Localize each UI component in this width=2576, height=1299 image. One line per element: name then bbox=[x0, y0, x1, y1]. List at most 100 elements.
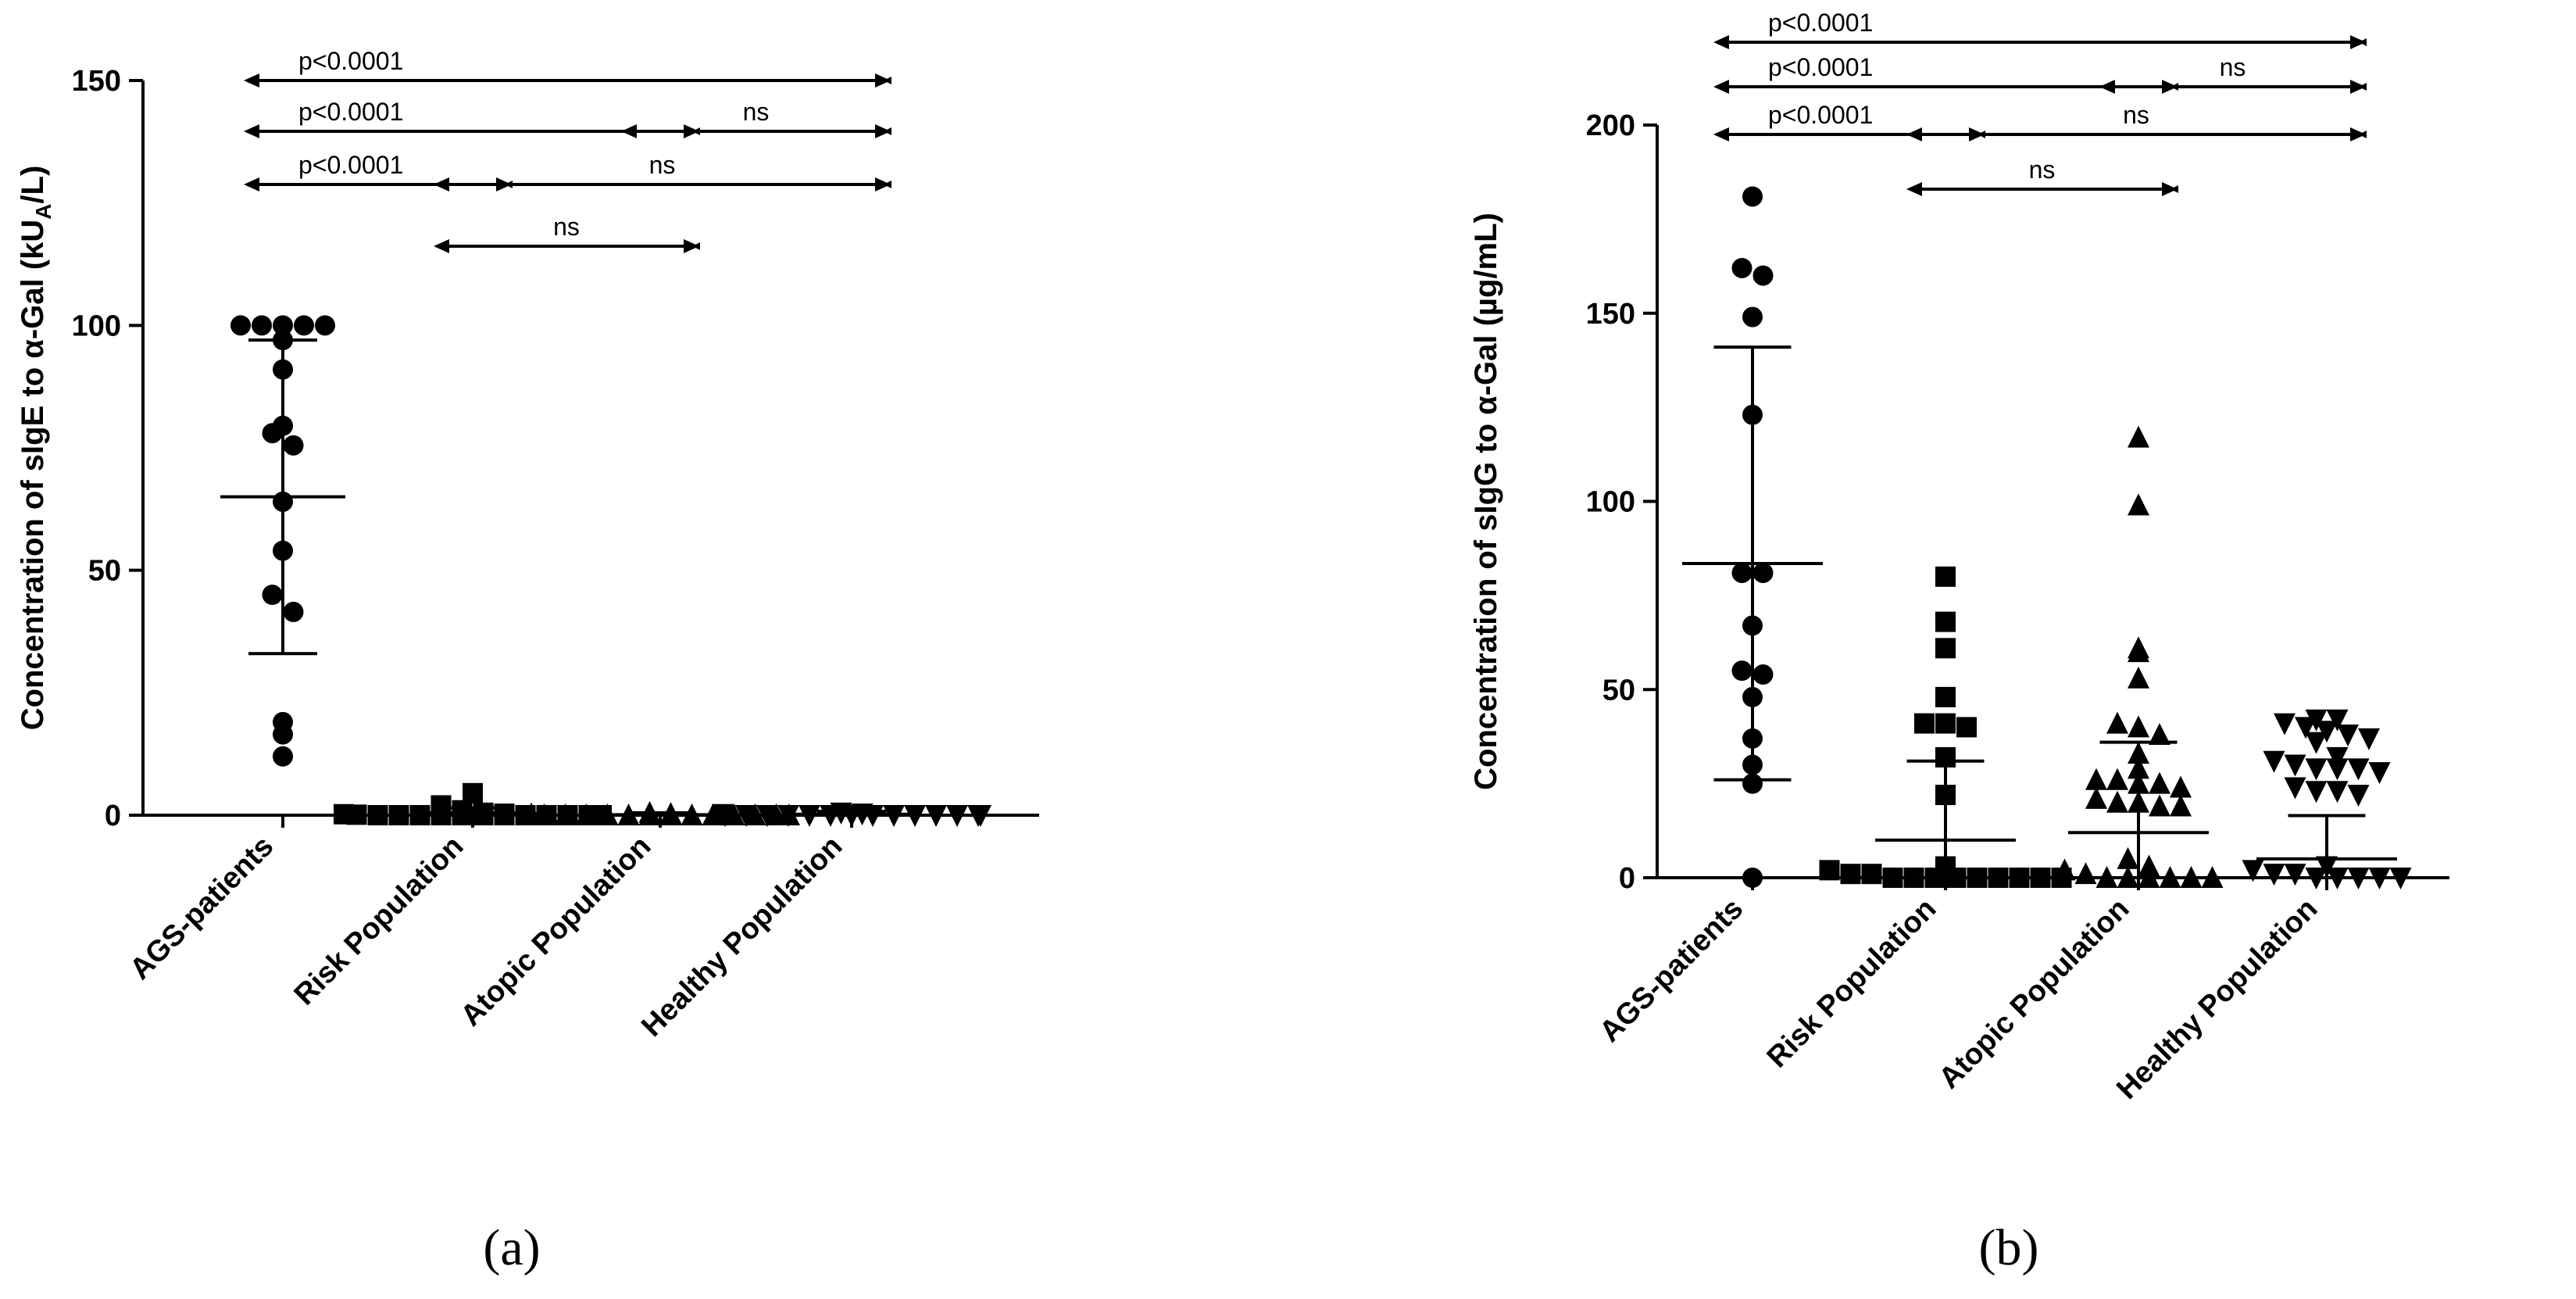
arrow-head-left bbox=[621, 124, 637, 138]
data-point bbox=[283, 601, 304, 622]
data-point bbox=[315, 315, 335, 336]
data-point bbox=[1731, 257, 1752, 278]
data-point bbox=[1935, 638, 1956, 659]
arrow-head-left bbox=[244, 177, 259, 191]
data-point bbox=[2326, 781, 2349, 803]
data-point bbox=[946, 805, 968, 827]
y-tick-label: 0 bbox=[1619, 862, 1635, 895]
data-point bbox=[2242, 860, 2264, 882]
category-label: AGS-patients bbox=[1593, 893, 1749, 1049]
y-tick-label: 100 bbox=[1586, 486, 1635, 519]
category-label: Healthy Population bbox=[2110, 893, 2324, 1106]
data-point bbox=[883, 805, 905, 827]
significance-label: ns bbox=[553, 213, 580, 241]
data-point bbox=[262, 585, 283, 605]
data-point bbox=[1742, 868, 1763, 888]
data-point bbox=[230, 315, 251, 336]
data-point bbox=[273, 724, 293, 745]
data-point bbox=[2305, 781, 2328, 803]
category-label: Healthy Population bbox=[635, 830, 849, 1043]
y-axis-title: Concentration of sIgG to α-Gal (µg/mL) bbox=[1469, 213, 1503, 790]
significance-label: ns bbox=[2220, 53, 2246, 81]
y-tick-label: 50 bbox=[88, 555, 121, 588]
data-point bbox=[1914, 713, 1935, 734]
significance-label: p<0.0001 bbox=[298, 47, 403, 75]
arrow-head-right bbox=[2350, 35, 2366, 49]
arrow-head-left bbox=[1713, 80, 1729, 94]
data-point bbox=[2085, 786, 2107, 809]
data-point bbox=[2326, 709, 2349, 732]
y-tick-label: 200 bbox=[1586, 109, 1635, 142]
y-tick-label: 150 bbox=[1586, 298, 1635, 331]
y-axis-title: Concentration of sIgE to α-Gal (kUA/L) bbox=[16, 166, 55, 731]
panel-label: (b) bbox=[1979, 1219, 2039, 1276]
data-point bbox=[1882, 868, 1903, 888]
panel-label: (a) bbox=[483, 1219, 540, 1276]
data-point bbox=[2117, 846, 2139, 869]
arrow-head-left bbox=[244, 124, 259, 138]
data-point bbox=[1752, 562, 1774, 583]
data-point bbox=[1988, 868, 2009, 888]
data-point bbox=[1731, 562, 1752, 583]
data-point bbox=[2009, 868, 2030, 888]
data-point bbox=[2347, 758, 2370, 781]
data-point bbox=[2305, 758, 2328, 781]
data-point bbox=[1935, 686, 1956, 707]
data-point bbox=[2347, 785, 2370, 807]
data-point bbox=[777, 805, 799, 827]
significance-label: ns bbox=[2029, 156, 2056, 184]
arrow-head-left bbox=[2099, 80, 2115, 94]
category-label: Atopic Population bbox=[1933, 893, 2136, 1096]
arrow-head-left bbox=[434, 239, 449, 253]
data-point bbox=[2149, 723, 2170, 746]
data-point bbox=[1752, 265, 1774, 286]
data-point bbox=[2170, 794, 2192, 817]
data-point bbox=[2305, 709, 2328, 732]
arrow-head-left bbox=[1906, 127, 1922, 141]
data-point bbox=[904, 805, 926, 827]
data-point bbox=[2053, 858, 2076, 881]
data-point bbox=[2337, 725, 2359, 747]
data-point bbox=[2106, 711, 2128, 734]
arrow-head-left bbox=[1713, 35, 1729, 49]
data-point bbox=[2305, 732, 2328, 754]
data-point bbox=[2201, 866, 2224, 888]
data-point bbox=[1731, 660, 1752, 682]
data-point bbox=[273, 315, 293, 336]
data-point bbox=[463, 782, 483, 803]
data-point bbox=[2295, 717, 2317, 739]
y-tick-label: 0 bbox=[105, 800, 121, 832]
y-tick-label: 100 bbox=[72, 310, 121, 342]
data-point bbox=[2274, 713, 2296, 735]
data-point bbox=[1840, 864, 1861, 885]
significance-label: ns bbox=[743, 98, 770, 126]
data-point bbox=[2326, 758, 2349, 781]
data-point bbox=[1935, 713, 1956, 734]
significance-label: p<0.0001 bbox=[298, 151, 403, 179]
data-point bbox=[1752, 664, 1774, 685]
data-point bbox=[575, 803, 598, 825]
data-point bbox=[2284, 864, 2306, 886]
significance-label: p<0.0001 bbox=[1768, 53, 1873, 81]
y-tick-label: 150 bbox=[72, 65, 121, 98]
data-point bbox=[2149, 794, 2170, 817]
arrow-head-left bbox=[244, 73, 259, 88]
data-point bbox=[756, 805, 778, 827]
data-point bbox=[2263, 864, 2285, 886]
data-point bbox=[970, 805, 991, 827]
data-point bbox=[2128, 640, 2149, 663]
data-point bbox=[273, 746, 293, 767]
data-point bbox=[2368, 762, 2391, 785]
arrow-head-right bbox=[875, 177, 891, 191]
data-point bbox=[533, 803, 556, 825]
category-label: AGS-patients bbox=[123, 830, 280, 986]
arrow-head-left bbox=[434, 177, 449, 191]
data-point bbox=[2358, 728, 2380, 750]
data-point bbox=[283, 435, 304, 456]
data-point bbox=[1956, 717, 1977, 738]
arrow-head-right bbox=[875, 124, 891, 138]
data-point bbox=[2368, 868, 2391, 889]
significance-label: ns bbox=[649, 151, 676, 179]
chart-b: 0 50 100 150 200 AGS-patients Risk PopulationA… bbox=[1469, 9, 2449, 1276]
